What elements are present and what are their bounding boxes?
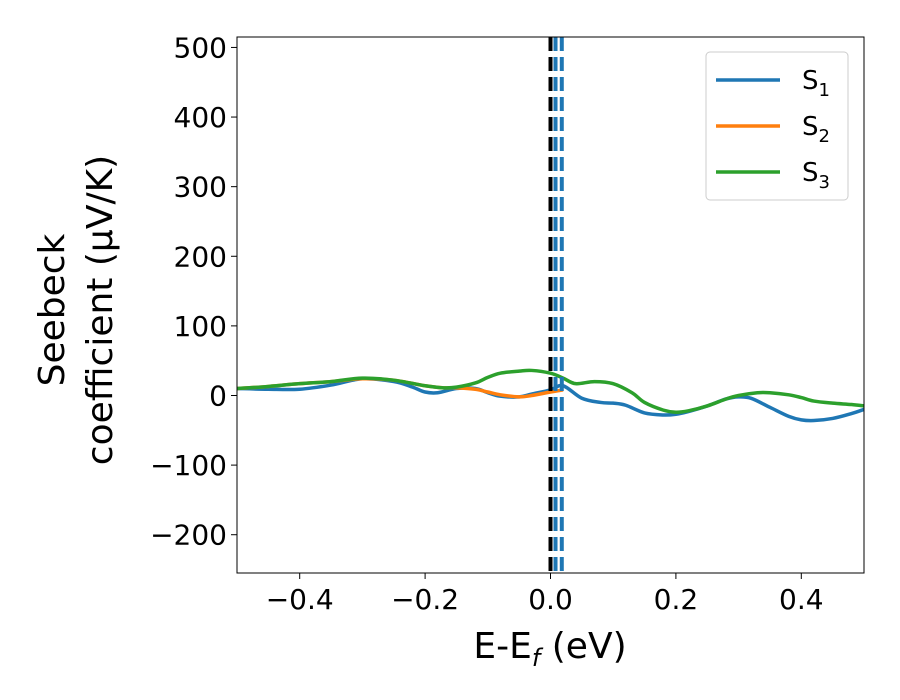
legend-label-s3: S3 bbox=[802, 158, 830, 193]
y-axis-ticks: −200 −100 0 100 200 300 400 500 bbox=[150, 31, 237, 552]
x-tick-label: 0.2 bbox=[654, 583, 699, 616]
series-line-s1 bbox=[237, 376, 864, 423]
vertical-reference-lines bbox=[548, 37, 564, 573]
plot-marks bbox=[237, 368, 864, 423]
legend-label-s2: S2 bbox=[802, 112, 830, 147]
legend-label-s1: S1 bbox=[802, 66, 830, 101]
x-tick-label: 0.0 bbox=[528, 583, 573, 616]
x-axis-label: E-Ef (eV) bbox=[473, 626, 626, 672]
legend: S1 S2 S3 bbox=[705, 51, 849, 201]
y-tick-label: 500 bbox=[174, 31, 227, 64]
y-tick-label: 200 bbox=[174, 240, 227, 273]
x-tick-label: −0.2 bbox=[391, 583, 459, 616]
y-tick-label: −100 bbox=[150, 449, 227, 482]
x-tick-label: 0.4 bbox=[779, 583, 824, 616]
y-tick-label: −200 bbox=[150, 519, 227, 552]
y-tick-label: 400 bbox=[174, 101, 227, 134]
y-tick-label: 0 bbox=[209, 379, 227, 412]
y-axis-label-line2: coefficient (μV/K) bbox=[80, 155, 121, 465]
x-tick-label: −0.4 bbox=[266, 583, 334, 616]
y-tick-label: 100 bbox=[174, 310, 227, 343]
series-line-s3 bbox=[237, 368, 864, 414]
x-axis-ticks: −0.4 −0.2 0.0 0.2 0.4 bbox=[266, 573, 824, 616]
y-tick-label: 300 bbox=[174, 171, 227, 204]
y-axis-label-line1: Seebeck bbox=[32, 233, 73, 386]
